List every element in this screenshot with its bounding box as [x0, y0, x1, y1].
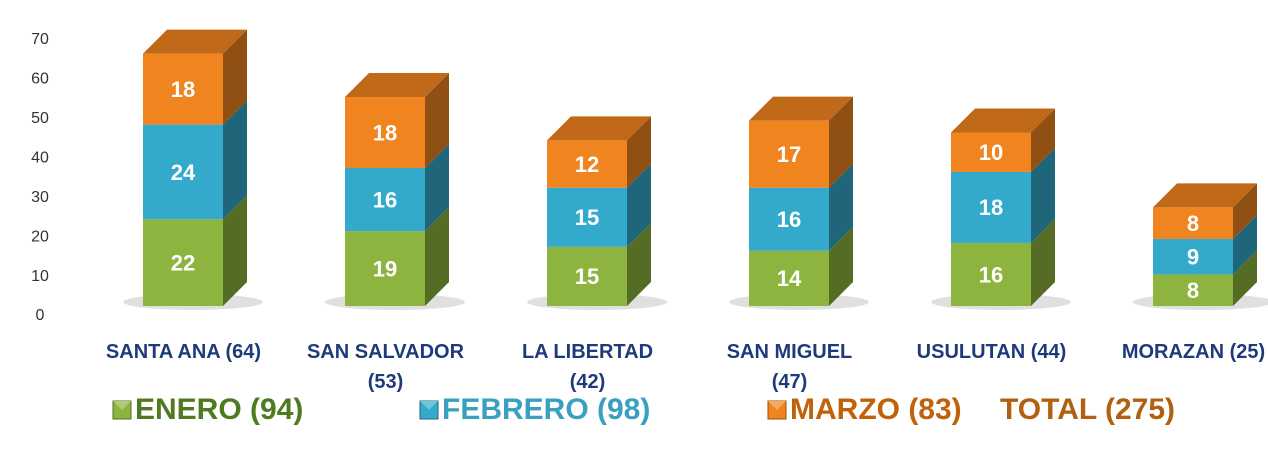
bar-segment — [143, 53, 223, 125]
data-label: 15 — [575, 264, 599, 289]
bar-segment — [1153, 274, 1233, 306]
data-label: 8 — [1187, 211, 1199, 236]
bar-side — [627, 222, 651, 306]
y-tick-label: 20 — [31, 228, 49, 245]
data-label: 8 — [1187, 278, 1199, 303]
data-label: 9 — [1187, 245, 1199, 270]
legend-label: FEBRERO (98) — [442, 393, 650, 426]
bar-top — [547, 116, 651, 141]
bar-segment — [143, 124, 223, 220]
data-label: 17 — [777, 142, 801, 167]
total-label: TOTAL (275) — [1000, 393, 1175, 426]
data-label: 14 — [777, 266, 802, 291]
bar-segment — [345, 97, 425, 168]
y-tick-label: 0 — [36, 307, 45, 324]
bar-segment — [749, 250, 829, 306]
bar-side — [425, 144, 449, 232]
bar-top — [951, 108, 1055, 133]
x-tick-label: MORAZAN (25) — [1121, 341, 1266, 363]
data-label: 10 — [979, 140, 1003, 165]
bar-side — [1233, 250, 1257, 306]
y-tick-label: 60 — [31, 71, 49, 88]
legend-swatch-shade — [113, 401, 131, 410]
bar-side — [1233, 214, 1257, 275]
x-tick-label: SAN SALVADOR (53) — [306, 341, 465, 393]
bar-side — [627, 116, 651, 188]
bar-segment — [951, 171, 1031, 243]
bar-segment — [547, 246, 627, 306]
bar-segment — [345, 231, 425, 306]
bar-side — [1031, 147, 1055, 243]
legend-swatch-shade — [420, 401, 438, 410]
data-label: 16 — [373, 187, 397, 212]
data-label: 18 — [171, 77, 195, 102]
bar-side — [223, 100, 247, 220]
bar-segment — [1153, 238, 1233, 275]
bar-segment — [749, 187, 829, 251]
bar-side — [223, 195, 247, 306]
y-tick-label: 50 — [31, 110, 49, 127]
x-tick-label: USULUTAN (44) — [916, 341, 1067, 363]
x-tick-label: SANTA ANA (64) — [105, 341, 262, 363]
bar-side — [425, 207, 449, 306]
data-label: 15 — [575, 205, 599, 230]
data-label: 16 — [979, 262, 1003, 287]
data-label: 18 — [979, 195, 1003, 220]
bar-top — [345, 73, 449, 98]
data-label: 18 — [373, 120, 397, 145]
bar-segment — [749, 120, 829, 188]
y-tick-label: 30 — [31, 189, 49, 206]
bar-top — [143, 29, 247, 54]
bar-side — [829, 163, 853, 251]
bar-segment — [547, 140, 627, 188]
legend-label: MARZO (83) — [790, 393, 962, 426]
data-label: 16 — [777, 207, 801, 232]
bar-side — [1233, 183, 1257, 239]
bar-segment — [951, 132, 1031, 172]
bar-segment — [1153, 207, 1233, 239]
data-label: 19 — [373, 256, 397, 281]
bar-top — [1153, 183, 1257, 208]
bar-segment — [143, 219, 223, 306]
y-tick-label: 10 — [31, 268, 49, 285]
x-tick-label: LA LIBERTAD (42) — [521, 341, 654, 393]
bar-segment — [547, 187, 627, 247]
bar-top — [749, 96, 853, 121]
bar-side — [1031, 218, 1055, 306]
bar-side — [829, 226, 853, 306]
data-label: 12 — [575, 152, 599, 177]
y-tick-label: 40 — [31, 150, 49, 167]
bar-side — [829, 96, 853, 188]
legend-swatch-shade — [768, 401, 786, 410]
legend-label: ENERO (94) — [135, 393, 303, 426]
bar-segment — [951, 242, 1031, 306]
y-tick-label: 70 — [31, 31, 49, 48]
bar-side — [223, 29, 247, 125]
data-label: 24 — [171, 160, 196, 185]
x-tick-label: SAN MIGUEL (47) — [726, 341, 853, 393]
bar-segment — [345, 168, 425, 232]
bar-side — [425, 73, 449, 168]
bar-side — [1031, 108, 1055, 172]
data-label: 22 — [171, 250, 195, 275]
bar-side — [627, 163, 651, 247]
